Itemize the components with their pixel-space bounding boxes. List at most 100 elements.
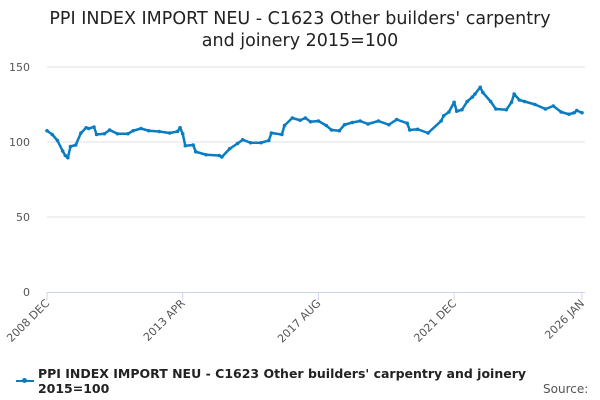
data-point xyxy=(94,132,99,137)
data-point xyxy=(157,129,162,134)
data-point xyxy=(180,131,185,136)
data-point xyxy=(126,131,130,136)
data-point xyxy=(488,99,493,104)
data-point xyxy=(55,138,60,143)
data-point xyxy=(139,126,143,131)
series-line xyxy=(46,86,583,159)
data-point xyxy=(533,102,537,107)
data-point xyxy=(204,152,208,157)
data-point xyxy=(146,128,151,133)
data-point xyxy=(509,100,514,105)
data-point xyxy=(465,99,469,104)
data-point xyxy=(551,104,556,108)
legend-item[interactable]: PPI INDEX IMPORT NEU - C1623 Other build… xyxy=(16,366,600,396)
data-point xyxy=(481,90,485,95)
data-point xyxy=(308,119,313,124)
data-point xyxy=(517,98,522,102)
data-point xyxy=(175,129,180,134)
y-tick-label: 150 xyxy=(9,61,30,74)
x-tick-label: 2021 DEC xyxy=(411,297,459,345)
data-point xyxy=(86,126,91,131)
source-label: Source: xyxy=(543,382,589,396)
data-point xyxy=(567,112,571,117)
data-point xyxy=(504,107,509,112)
data-point xyxy=(494,107,498,111)
data-point xyxy=(303,116,308,120)
data-point xyxy=(183,143,188,148)
data-point xyxy=(68,144,73,149)
data-point xyxy=(220,155,224,159)
data-point xyxy=(73,143,78,147)
data-point xyxy=(358,119,362,123)
data-point xyxy=(441,113,446,118)
data-point xyxy=(543,107,548,111)
chart-title-line-1: PPI INDEX IMPORT NEU - C1623 Other build… xyxy=(49,9,551,29)
data-point xyxy=(512,92,516,96)
data-point xyxy=(559,110,563,114)
data-point xyxy=(66,155,70,160)
data-point xyxy=(522,99,527,104)
x-tick-label: 2017 AUG xyxy=(275,297,324,346)
data-point xyxy=(454,109,459,114)
data-point xyxy=(269,131,274,135)
y-tick-label: 0 xyxy=(23,286,30,299)
data-point xyxy=(282,123,287,128)
legend-swatch xyxy=(16,378,34,383)
data-point xyxy=(452,100,456,105)
data-point xyxy=(439,119,443,123)
x-tick-label: 2008 DEC xyxy=(4,297,52,345)
data-point xyxy=(447,110,451,114)
data-point xyxy=(227,146,232,151)
chart-title-line-2: and joinery 2015=100 xyxy=(201,31,399,51)
data-point xyxy=(580,110,584,115)
data-point xyxy=(235,141,240,146)
y-tick-label: 50 xyxy=(16,211,30,224)
data-point xyxy=(259,140,263,145)
data-point xyxy=(280,132,284,137)
data-point xyxy=(217,153,222,158)
data-point xyxy=(376,119,381,123)
data-point xyxy=(79,131,83,135)
data-point xyxy=(394,117,399,122)
x-tick-label: 2013 APR xyxy=(141,297,188,344)
data-point xyxy=(298,118,302,123)
data-point xyxy=(102,131,107,136)
data-point xyxy=(290,116,295,120)
data-point xyxy=(193,149,198,154)
data-point xyxy=(342,122,347,127)
data-point xyxy=(407,128,412,132)
data-point xyxy=(178,125,182,130)
data-point xyxy=(574,108,579,113)
data-point xyxy=(572,110,576,115)
chart-title: PPI INDEX IMPORT NEU - C1623 Other build… xyxy=(0,8,600,52)
data-point xyxy=(45,128,49,133)
data-point xyxy=(107,128,112,132)
data-point xyxy=(324,123,329,128)
x-tick-label: 2026 JAN xyxy=(542,297,587,342)
data-point xyxy=(387,122,391,127)
data-point xyxy=(350,120,355,125)
data-point xyxy=(473,92,477,96)
data-point xyxy=(248,140,253,145)
data-point xyxy=(470,95,475,99)
data-point xyxy=(478,85,483,90)
data-point xyxy=(366,122,370,126)
y-tick-label: 100 xyxy=(9,136,30,149)
legend-label: PPI INDEX IMPORT NEU - C1623 Other build… xyxy=(37,366,527,396)
data-point xyxy=(267,138,271,143)
data-point xyxy=(63,153,68,158)
data-point xyxy=(240,137,245,142)
data-point xyxy=(131,128,135,133)
data-point xyxy=(50,132,55,137)
data-point xyxy=(460,107,464,112)
data-point xyxy=(167,131,172,135)
data-point xyxy=(415,127,420,132)
data-point xyxy=(115,131,120,136)
data-point xyxy=(329,128,334,132)
data-point xyxy=(191,143,195,147)
data-point xyxy=(426,131,430,135)
data-point xyxy=(60,149,65,153)
data-point xyxy=(405,121,409,126)
data-point xyxy=(92,125,96,129)
